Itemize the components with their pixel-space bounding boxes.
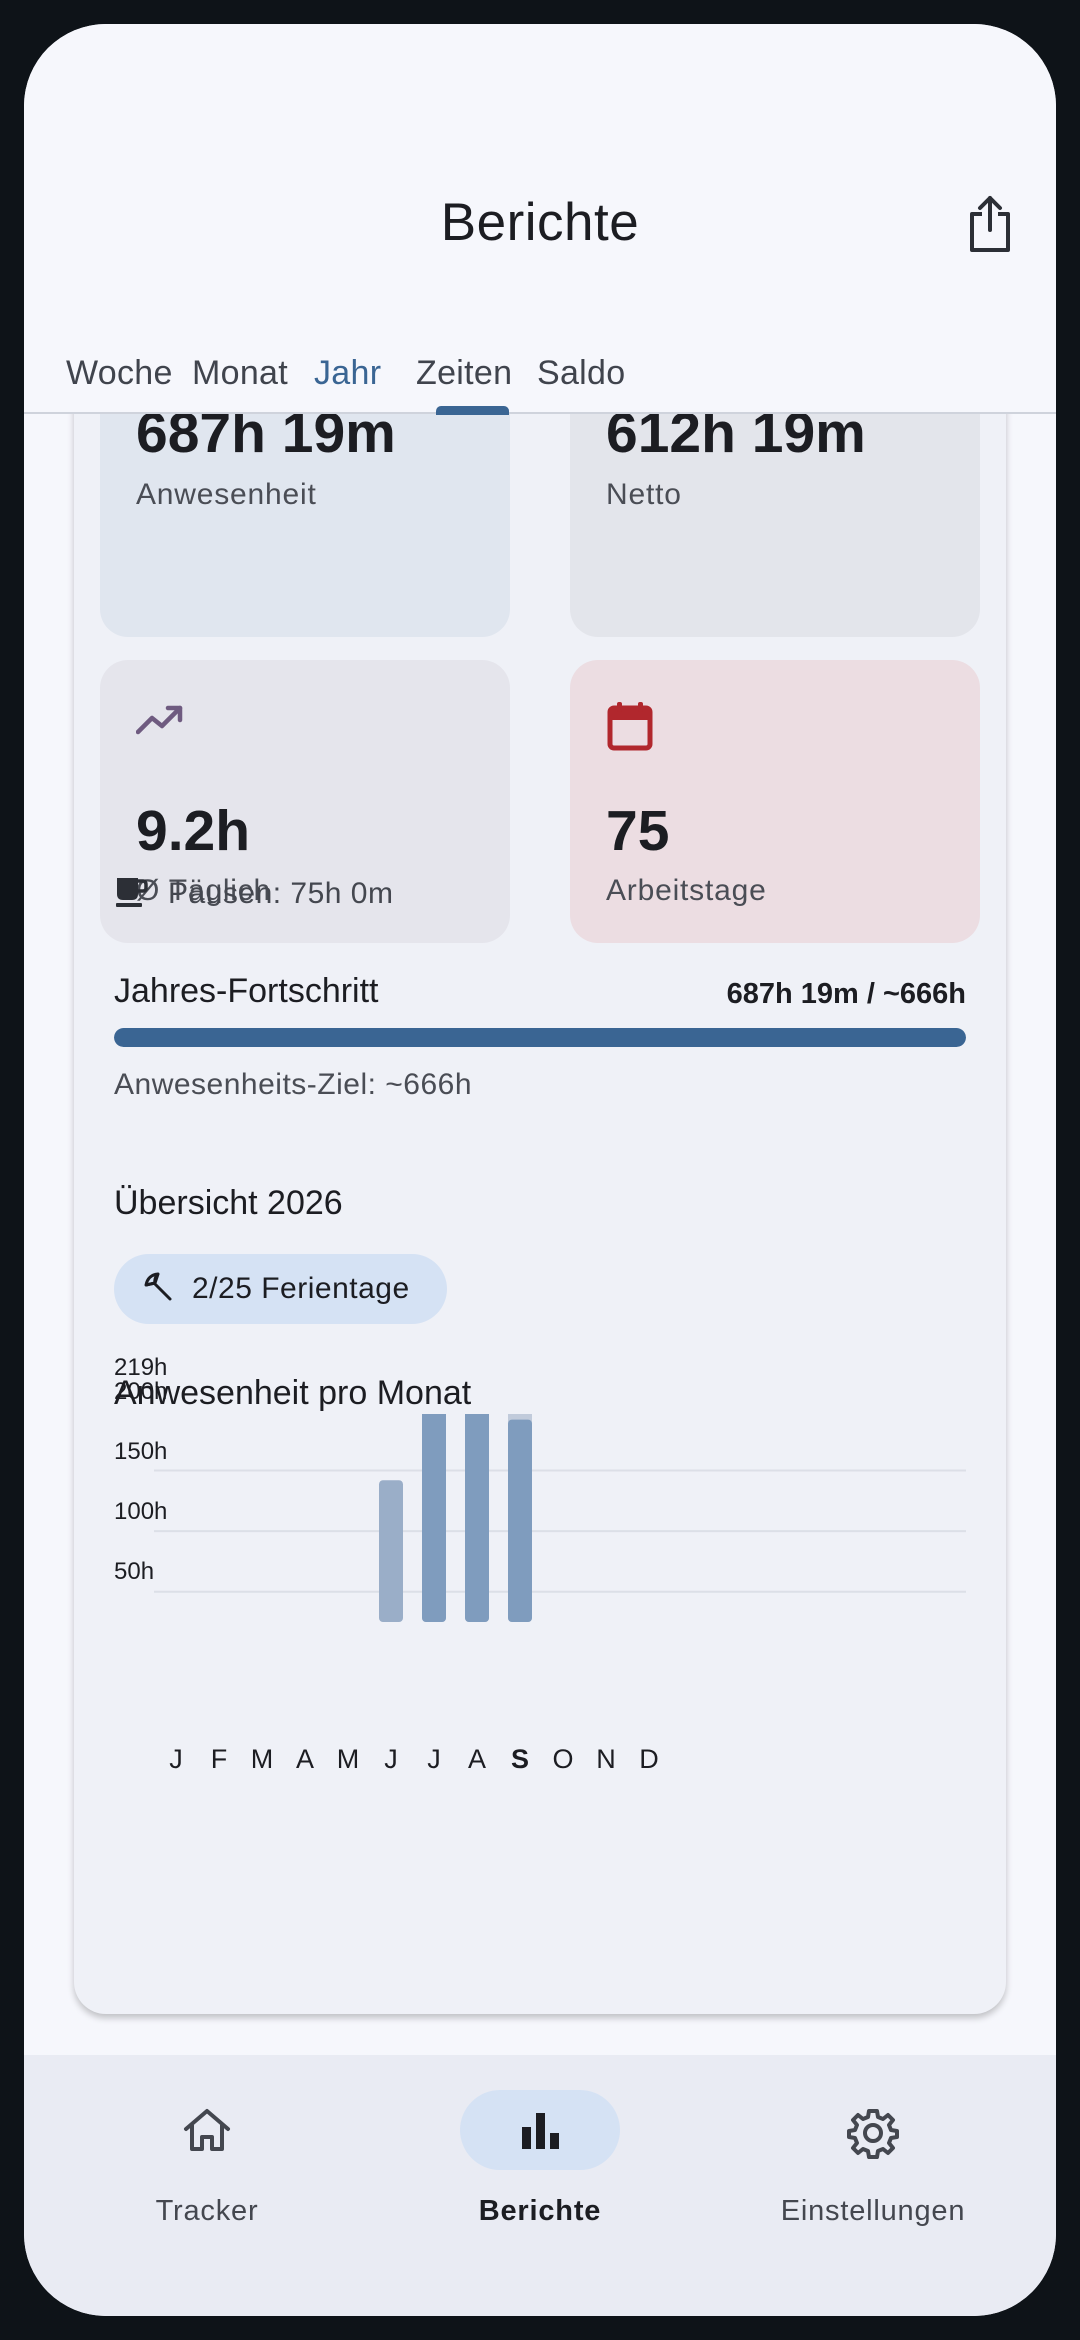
stat-label-anwesenheit: Anwesenheit <box>136 478 317 511</box>
y-tick-label: 50h <box>114 1558 155 1585</box>
x-tick-label: O <box>552 1744 574 1774</box>
stat-label-workdays: Arbeitstage <box>606 874 767 907</box>
tab-woche[interactable]: Woche <box>66 354 173 392</box>
progress-value: 687h 19m / ~666h <box>726 978 966 1010</box>
x-tick-label: N <box>596 1744 616 1774</box>
x-tick-label: S <box>510 1744 529 1774</box>
stat-value-netto: 612h 19m <box>606 414 866 465</box>
trending-up-icon <box>135 700 184 745</box>
nav-item-einstellungen[interactable]: Einstellungen <box>723 2055 1023 2255</box>
monthly-presence-chart <box>154 1414 966 1622</box>
chart-title: Anwesenheit pro Monat <box>114 1374 472 1412</box>
stat-card-netto: 612h 19m Netto <box>570 414 980 637</box>
tab-saldo[interactable]: Saldo <box>537 354 626 392</box>
nav-item-berichte[interactable]: Berichte <box>390 2055 690 2255</box>
chart-bar[interactable] <box>422 1414 446 1622</box>
stat-card-daily: 9.2h Ø Täglich <box>100 660 510 943</box>
phone-screen: 687h 19m Anwesenheit 612h 19m Netto 9.2h… <box>24 24 1056 2316</box>
x-tick-label: M <box>336 1744 360 1774</box>
stat-label-netto: Netto <box>606 478 682 511</box>
tab-bar: Woche Monat Jahr Zeiten Saldo <box>24 324 1056 414</box>
nav-label-einstellungen: Einstellungen <box>780 2195 966 2227</box>
nav-item-tracker[interactable]: Tracker <box>57 2055 357 2255</box>
x-tick-label: J <box>427 1744 441 1774</box>
stat-card-anwesenheit: 687h 19m Anwesenheit <box>100 414 510 637</box>
stat-value-anwesenheit: 687h 19m <box>136 414 396 465</box>
vacation-days-text: 2/25 Ferientage <box>192 1272 410 1305</box>
pauses-row: Pausen: 75h 0m <box>114 874 393 914</box>
y-tick-label: 150h <box>114 1438 168 1465</box>
coffee-icon <box>114 876 148 913</box>
progress-title: Jahres-Fortschritt <box>114 972 379 1010</box>
x-tick-label: M <box>250 1744 274 1774</box>
y-tick-label: 200h <box>114 1378 168 1405</box>
vacation-days-chip[interactable]: 2/25 Ferientage <box>114 1254 447 1324</box>
x-tick-label: F <box>210 1744 228 1774</box>
pauses-text: Pausen: 75h 0m <box>168 877 394 910</box>
beach-umbrella-icon <box>142 1271 174 1308</box>
overview-title: Übersicht 2026 <box>114 1184 343 1222</box>
bottom-navigation: Tracker Berichte <box>24 2055 1056 2316</box>
stat-card-workdays: 75 Arbeitstage <box>570 660 980 943</box>
x-tick-label: A <box>467 1744 486 1774</box>
x-tick-label: J <box>169 1744 183 1774</box>
tab-jahr[interactable]: Jahr <box>314 354 382 392</box>
y-tick-label: 219h <box>114 1354 168 1381</box>
bar-chart-icon <box>517 2107 563 2158</box>
progress-bar <box>114 1028 966 1047</box>
progress-bar-fill <box>114 1028 966 1047</box>
report-scroll-area[interactable]: 687h 19m Anwesenheit 612h 19m Netto 9.2h… <box>24 414 1056 2081</box>
x-tick-label: D <box>639 1744 659 1774</box>
chart-bar[interactable] <box>465 1414 489 1622</box>
app-bar: Berichte Woche Monat Jahr Zeiten Saldo <box>24 24 1056 415</box>
progress-subtitle: Anwesenheits-Ziel: ~666h <box>114 1068 473 1101</box>
calendar-icon <box>606 700 654 757</box>
year-report-card: 687h 19m Anwesenheit 612h 19m Netto 9.2h… <box>74 414 1006 2014</box>
stat-value-daily: 9.2h <box>136 799 251 863</box>
chart-bar[interactable] <box>508 1419 532 1622</box>
nav-label-tracker: Tracker <box>155 2195 259 2227</box>
home-icon <box>182 2107 232 2158</box>
tab-zeiten[interactable]: Zeiten <box>416 354 513 392</box>
gear-icon <box>847 2107 899 2164</box>
stat-label-daily: Ø Täglich <box>136 874 272 907</box>
chart-bar[interactable] <box>379 1480 403 1622</box>
y-tick-label: 100h <box>114 1498 168 1525</box>
share-icon[interactable] <box>962 192 1018 254</box>
x-tick-label: J <box>384 1744 398 1774</box>
x-tick-label: A <box>295 1744 314 1774</box>
stat-value-workdays: 75 <box>606 799 670 863</box>
tab-indicator <box>436 406 509 415</box>
page-title: Berichte <box>440 193 640 252</box>
tab-monat[interactable]: Monat <box>192 354 288 392</box>
nav-label-berichte: Berichte <box>478 2195 602 2227</box>
